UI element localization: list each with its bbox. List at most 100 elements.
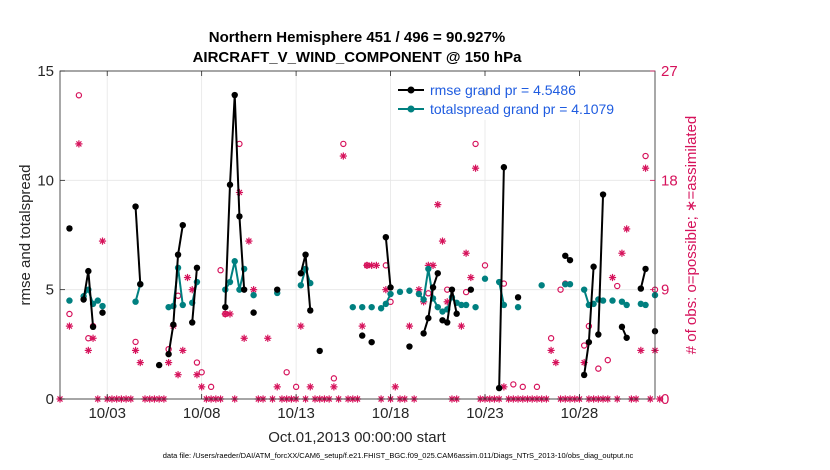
obs-possible-marker (557, 286, 564, 293)
rmse-marker (316, 347, 323, 355)
obs-possible-marker (425, 290, 432, 297)
spread-marker (538, 282, 545, 289)
spread-marker (66, 297, 73, 304)
obs-possible-marker (193, 359, 201, 366)
obs-possible-marker (330, 375, 338, 382)
rmse-marker (495, 384, 503, 392)
rmse-line-segment (442, 289, 458, 324)
rmse-marker (250, 309, 257, 316)
rmse-marker (297, 270, 305, 277)
rmse-marker (222, 303, 229, 311)
rmse-marker (453, 310, 460, 317)
obs-possible-marker (533, 383, 541, 391)
spread-marker (387, 290, 394, 298)
rmse-line-segment (597, 194, 605, 335)
obs-assimilated-marker (297, 322, 305, 330)
y2-tick-label: 0 (661, 391, 669, 408)
rmse-marker (66, 225, 73, 232)
obs-assimilated-marker (457, 322, 465, 330)
rmse-marker (137, 281, 144, 288)
legend: rmse grand pr = 4.5486 totalspread grand… (393, 76, 651, 120)
obs-assimilated-marker (250, 286, 258, 294)
rmse-line-segment (191, 267, 198, 323)
chart-title-line1: Northern Hemisphere 451 / 496 = 90.927% (209, 29, 505, 46)
obs-assimilated-marker (174, 371, 182, 379)
obs-assimilated-marker (226, 310, 234, 318)
spread-marker (132, 298, 139, 305)
spread-marker (458, 301, 465, 309)
spread-marker (179, 301, 186, 309)
obs-assimilated-marker (434, 201, 442, 209)
rmse-marker (599, 191, 607, 198)
obs-assimilated-marker (467, 273, 475, 282)
spread-marker (566, 281, 574, 288)
obs-assimilated-marker (471, 164, 480, 172)
spread-marker (377, 305, 385, 312)
obs-possible-marker (519, 383, 526, 391)
rmse-marker (618, 323, 626, 331)
obs-possible-marker (614, 282, 621, 290)
rmse-marker (580, 371, 588, 379)
obs-possible-marker (481, 262, 489, 269)
rmse-marker (566, 256, 574, 264)
spread-marker (514, 303, 522, 311)
obs-assimilated-marker (136, 358, 144, 367)
rmse-marker (514, 294, 522, 301)
spread-marker (609, 297, 616, 304)
spread-marker (99, 302, 106, 310)
rmse-marker (590, 263, 597, 270)
y-tick-label: 5 (46, 282, 54, 299)
obs-possible-marker (642, 152, 649, 160)
rmse-marker (406, 343, 413, 350)
obs-assimilated-marker (438, 237, 447, 245)
obs-assimilated-marker (165, 358, 173, 367)
rmse-marker (226, 181, 234, 188)
chart-title-line2: AIRCRAFT_V_WIND_COMPONENT @ 150 hPa (193, 49, 523, 66)
spread-marker (231, 258, 238, 265)
rmse-marker (170, 321, 177, 328)
y2-tick-label: 18 (661, 172, 678, 189)
spread-marker (420, 296, 427, 303)
y-axis-label: rmse and totalspread (17, 165, 34, 306)
rmse-marker (165, 350, 172, 358)
spread-marker (500, 301, 508, 309)
spread-marker (623, 301, 630, 309)
spread-marker (226, 278, 234, 286)
spread-marker (368, 303, 375, 311)
obs-assimilated-marker (391, 383, 399, 391)
spread-marker (642, 301, 649, 309)
rmse-marker (80, 296, 87, 303)
spread-marker (382, 300, 390, 308)
obs-possible-marker (66, 310, 73, 318)
spread-marker (434, 303, 441, 311)
obs-assimilated-marker (221, 310, 229, 318)
rmse-marker (585, 338, 593, 346)
obs-possible-marker (510, 381, 517, 388)
obs-assimilated-marker (372, 261, 380, 269)
rmse-line-segment (639, 268, 647, 289)
obs-assimilated-marker (623, 225, 631, 233)
data-file-footer: data file: /Users/raeder/DAI/ATM_forcXX/… (163, 451, 634, 460)
obs-assimilated-marker (608, 273, 617, 282)
rmse-marker (193, 264, 201, 271)
obs-assimilated-marker (273, 383, 281, 391)
spread-marker (462, 301, 470, 309)
y2-tick-label: 27 (661, 63, 678, 80)
rmse-marker (85, 267, 92, 275)
spread-marker (396, 288, 404, 296)
rmse-marker (448, 286, 456, 293)
obs-possible-marker (292, 383, 300, 391)
rmse-marker (429, 284, 437, 291)
obs-assimilated-marker (339, 152, 347, 160)
spread-marker (297, 282, 305, 289)
rmse-marker (89, 323, 97, 331)
rmse-line-segment (498, 167, 505, 389)
obs-assimilated-marker (306, 383, 314, 391)
obs-possible-marker (580, 342, 588, 349)
obs-assimilated-marker (179, 346, 187, 355)
x-tick-label: 10/08 (183, 405, 221, 422)
obs-assimilated-marker (656, 395, 664, 403)
legend-spread-marker (407, 105, 415, 113)
series-lines (66, 89, 659, 392)
grid (60, 70, 655, 400)
